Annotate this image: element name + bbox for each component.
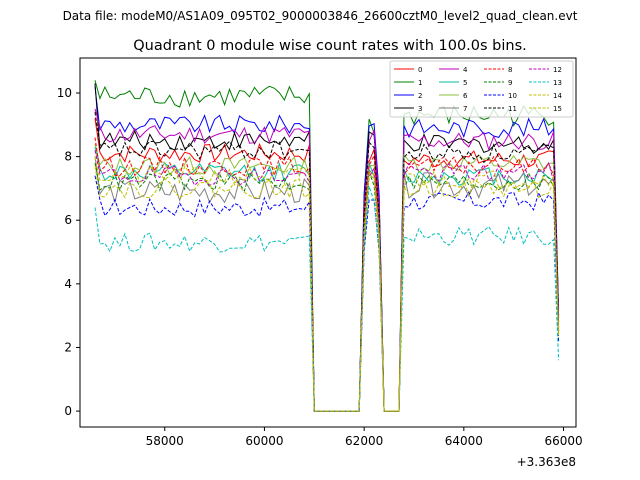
legend-label-4: 4: [463, 66, 468, 74]
legend-label-8: 8: [508, 66, 512, 74]
chart-title: Quadrant 0 module wise count rates with …: [133, 38, 527, 54]
x-tick-label-64000: 64000: [445, 434, 483, 448]
series-line-1: [94, 80, 560, 412]
data-file-label: Data file: modeM0/AS1A09_095T02_90000038…: [63, 9, 578, 23]
series-line-15: [94, 166, 560, 412]
y-tick-label-4: 4: [64, 277, 72, 291]
legend-label-5: 5: [463, 79, 467, 87]
series-line-13: [94, 186, 560, 412]
series-line-12: [94, 150, 560, 412]
y-axis: 0 2 4 6 8 10: [57, 86, 80, 418]
plot-frame: [79, 57, 577, 428]
legend-label-0: 0: [418, 66, 422, 74]
series-line-10: [94, 175, 560, 412]
x-tick-label-58000: 58000: [146, 434, 184, 448]
legend-label-14: 14: [553, 92, 562, 100]
series-line-14: [94, 156, 560, 412]
y-tick-label-0: 0: [64, 404, 72, 418]
legend-label-9: 9: [508, 79, 512, 87]
legend-label-1: 1: [418, 79, 422, 87]
legend-label-7: 7: [463, 105, 467, 113]
legend-label-3: 3: [418, 105, 422, 113]
x-tick-label-66000: 66000: [544, 434, 582, 448]
legend-label-15: 15: [553, 105, 562, 113]
legend-label-11: 11: [508, 105, 517, 113]
legend-label-12: 12: [553, 66, 562, 74]
y-tick-label-6: 6: [64, 213, 72, 227]
legend-label-13: 13: [553, 79, 562, 87]
legend-label-2: 2: [418, 92, 422, 100]
series-line-2: [94, 86, 560, 412]
series-layer: [94, 80, 560, 412]
legend-label-6: 6: [463, 92, 468, 100]
x-tick-label-60000: 60000: [245, 434, 283, 448]
y-tick-label-8: 8: [64, 150, 72, 164]
x-axis: 58000 60000 62000 64000 66000: [146, 427, 583, 448]
x-tick-label-62000: 62000: [345, 434, 383, 448]
x-axis-offset-label: +3.363e8: [517, 455, 576, 469]
y-tick-label-10: 10: [57, 86, 72, 100]
series-line-5: [94, 146, 560, 412]
y-tick-label-2: 2: [64, 340, 72, 354]
legend-box: [389, 60, 574, 118]
series-line-9: [94, 162, 560, 412]
legend-label-10: 10: [508, 92, 517, 100]
series-line-7: [94, 156, 560, 412]
